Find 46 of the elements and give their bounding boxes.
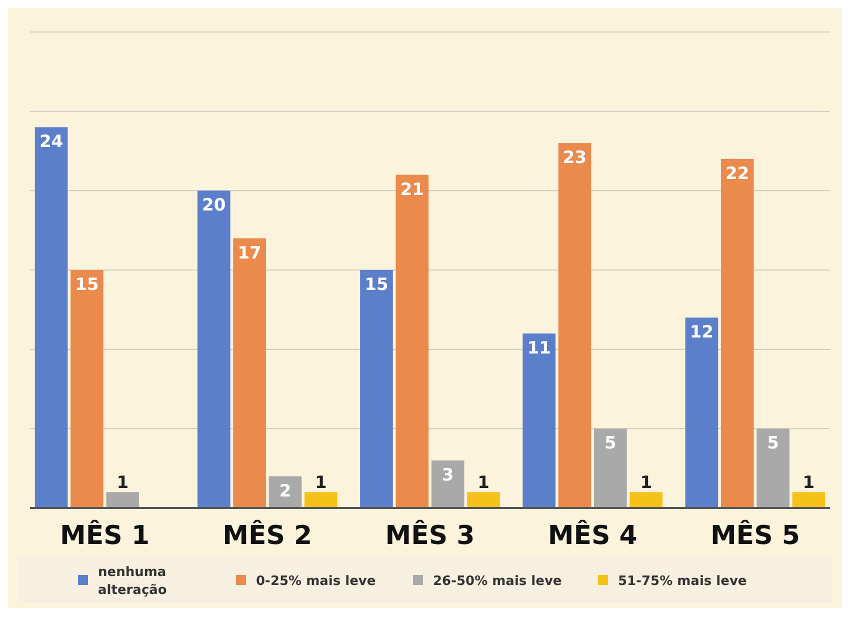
bar [70, 270, 104, 508]
legend-label: 0-25% mais leve [256, 574, 376, 589]
data-label: 5 [604, 434, 616, 454]
bar [720, 158, 754, 508]
legend-label: nenhuma alteração [98, 565, 167, 598]
data-label: 24 [39, 132, 64, 152]
data-label: 11 [527, 338, 551, 358]
x-tick-label: MÊS 2 [222, 519, 312, 551]
data-label: 2 [279, 481, 292, 502]
data-label: 1 [116, 473, 129, 494]
x-tick-label: MÊS 5 [710, 519, 800, 551]
data-label: 1 [314, 473, 327, 494]
bar [34, 127, 68, 508]
legend-label: 51-75% mais leve [618, 574, 747, 589]
data-label: 12 [690, 322, 714, 343]
data-label: 15 [364, 275, 388, 295]
data-label: 1 [640, 473, 652, 494]
bar [558, 143, 592, 508]
data-label: 21 [400, 180, 424, 200]
bar [685, 318, 718, 508]
data-label: 5 [767, 434, 779, 454]
x-tick-label: MÊS 1 [60, 519, 150, 551]
x-tick-label: MÊS 4 [548, 519, 638, 551]
bar [792, 492, 826, 508]
data-label: 23 [562, 148, 587, 168]
x-tick-label: MÊS 3 [385, 519, 475, 551]
bar [304, 492, 338, 508]
data-label: 1 [478, 473, 490, 494]
data-label: 15 [75, 275, 99, 295]
data-label: 22 [726, 164, 750, 184]
bar [467, 492, 500, 508]
bar [233, 238, 266, 508]
bar [396, 174, 429, 508]
bar [594, 428, 627, 508]
bar [756, 428, 790, 508]
bar [431, 460, 464, 508]
data-label: 1 [802, 473, 815, 494]
bar [106, 492, 140, 508]
bar [360, 270, 393, 508]
data-label: 20 [202, 196, 226, 216]
data-label: 3 [442, 465, 454, 486]
bar [630, 492, 663, 508]
bar [522, 333, 556, 508]
bar [197, 190, 230, 508]
legend-label: 26-50% mais leve [433, 574, 562, 589]
data-label: 17 [238, 243, 262, 264]
